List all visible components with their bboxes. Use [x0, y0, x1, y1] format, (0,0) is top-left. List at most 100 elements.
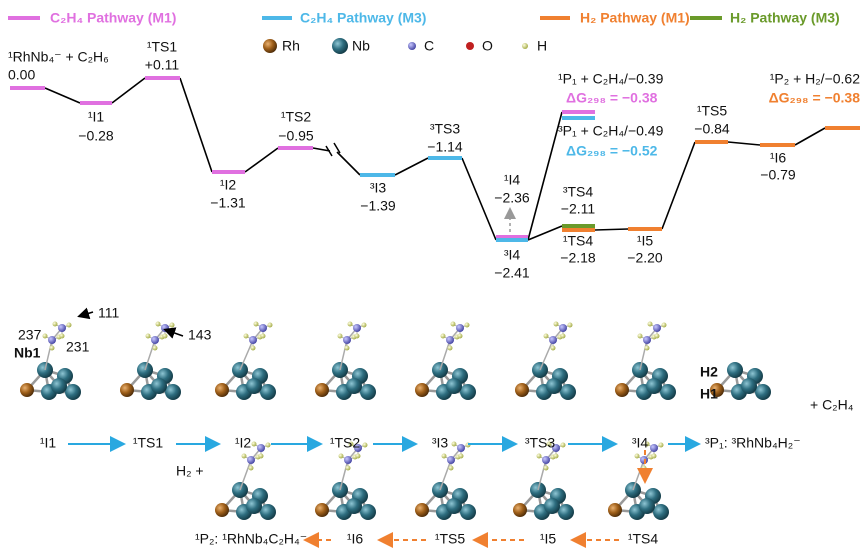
atom-c	[259, 324, 267, 332]
atom-c	[559, 324, 567, 332]
structure-label: ³P₁: ³RhNb₄H₂⁻	[705, 435, 801, 451]
atom-h	[459, 454, 464, 459]
level-energy: −2.18	[560, 250, 596, 266]
atom-nb	[755, 384, 771, 400]
atom-c	[58, 324, 66, 332]
atom-nb	[446, 498, 462, 514]
atom-rh	[515, 383, 529, 397]
connector	[462, 158, 496, 240]
level-energy: +0.11	[145, 57, 180, 73]
connector	[528, 226, 562, 240]
atom-h	[345, 346, 350, 351]
level-label: ¹I5	[637, 233, 654, 249]
atom-c	[447, 456, 455, 464]
atom-c	[353, 324, 361, 332]
level-energy: −2.41	[494, 265, 530, 281]
atom-label: O	[482, 38, 493, 54]
atom-c	[549, 336, 557, 344]
atom-swatch	[332, 38, 348, 54]
structure-label: ¹I2	[235, 435, 252, 451]
connector	[45, 88, 80, 103]
figure: C₂H₄ Pathway (M1)C₂H₄ Pathway (M3)H₂ Pat…	[0, 0, 863, 550]
atom-c	[446, 336, 454, 344]
annotation: H₂ +	[176, 463, 204, 479]
annotation: H2	[700, 364, 718, 380]
annotation: H1	[700, 386, 718, 402]
atom-h	[638, 334, 643, 339]
atom-rh	[513, 503, 527, 517]
pointer-arrow	[80, 312, 93, 316]
level-label: ¹P₂ + H₂/−0.62	[770, 71, 860, 87]
atom-nb	[246, 498, 262, 514]
atom-nb	[346, 378, 362, 394]
atom-c	[249, 336, 257, 344]
level-label: ¹TS4	[563, 233, 594, 249]
atom-h	[146, 334, 151, 339]
atom-h	[452, 442, 457, 447]
atom-h	[362, 323, 367, 328]
level-energy: −0.79	[760, 167, 796, 183]
atom-h	[339, 454, 344, 459]
atom-h	[60, 334, 65, 339]
level-energy: −2.20	[627, 250, 663, 266]
structure-label: ³TS3	[525, 435, 556, 451]
level-label: ³TS4	[563, 184, 594, 200]
axis-break	[326, 143, 340, 156]
level-energy: −1.14	[427, 139, 463, 155]
connector	[795, 128, 825, 145]
connector	[245, 148, 278, 172]
atom-c	[456, 324, 464, 332]
atom-h	[655, 334, 660, 339]
structure-label: ¹I1	[40, 435, 57, 451]
atom-h	[544, 466, 549, 471]
atom-h	[458, 334, 463, 339]
atom-h	[561, 334, 566, 339]
atom-rh	[415, 383, 429, 397]
atom-h	[659, 443, 664, 448]
atom-h	[537, 454, 542, 459]
level-energy: −2.36	[494, 190, 530, 206]
atom-h	[356, 454, 361, 459]
atom-nb	[346, 498, 362, 514]
atom-h	[259, 454, 264, 459]
structure-label: ¹TS1	[133, 435, 164, 451]
atom-swatch	[263, 39, 277, 53]
atom-nb	[646, 378, 662, 394]
atom-h	[451, 322, 456, 327]
atom-rh	[615, 383, 629, 397]
level-label: ¹TS1	[147, 39, 178, 55]
connector	[337, 152, 360, 175]
atom-h	[50, 346, 55, 351]
atom-nb	[260, 504, 276, 520]
atom-c	[48, 336, 56, 344]
atom-h	[448, 346, 453, 351]
atom-c	[650, 444, 658, 452]
level-energy: −2.11	[561, 201, 596, 217]
legend-label: H₂ Pathway (M3)	[730, 10, 840, 26]
atom-nb	[653, 504, 669, 520]
atom-h	[346, 466, 351, 471]
atom-h	[442, 454, 447, 459]
atom-nb	[360, 504, 376, 520]
atom-h	[465, 323, 470, 328]
atom-rh	[215, 503, 229, 517]
atom-h	[662, 323, 667, 328]
atom-nb	[639, 498, 655, 514]
structure-label: ³I3	[432, 435, 449, 451]
atom-h	[266, 443, 271, 448]
atom-h	[355, 334, 360, 339]
atom-nb	[446, 378, 462, 394]
level-label: ¹I2	[220, 177, 237, 193]
atom-swatch	[522, 43, 528, 49]
atom-h	[568, 323, 573, 328]
connector	[595, 229, 628, 230]
molecules	[20, 322, 771, 521]
legend-label: H₂ Pathway (M1)	[580, 10, 690, 26]
structure-label: ³I4	[632, 435, 649, 451]
atom-nb	[544, 498, 560, 514]
atom-nb	[460, 504, 476, 520]
atom-rh	[315, 383, 329, 397]
atom-h	[363, 443, 368, 448]
atom-h	[170, 323, 175, 328]
atom-label: Rh	[282, 38, 300, 54]
